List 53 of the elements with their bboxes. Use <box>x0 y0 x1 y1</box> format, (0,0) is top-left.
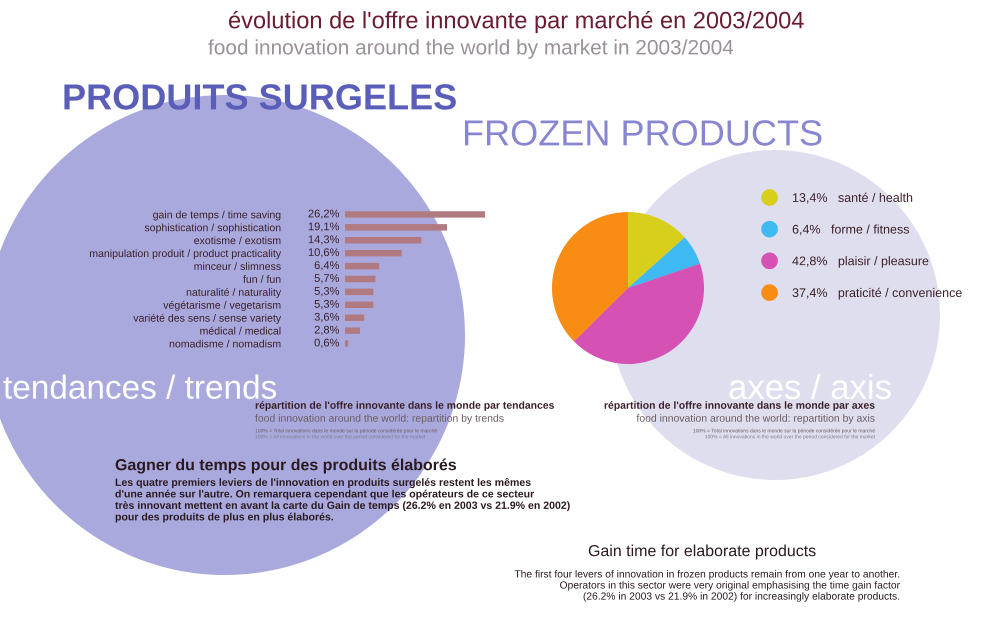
text: Gain time for elaborate products <box>588 544 816 560</box>
y-tick-label: médical / medical <box>200 326 280 335</box>
bar <box>345 314 364 321</box>
y-tick-label: sophistication / sophistication <box>144 224 280 234</box>
y-tick-label: variété des sens / sense variety <box>133 314 282 324</box>
bar <box>345 288 374 296</box>
bar <box>345 327 360 334</box>
y-tick-label: exotisme / exotism <box>194 236 280 244</box>
data-label: 5,7% <box>314 274 340 284</box>
data-label: 2,8% <box>314 326 340 335</box>
text: répartition de l'offre innovante dans le monde par tendances <box>256 401 554 411</box>
legend-label: 37,4% praticité / convenience <box>792 288 962 300</box>
text: Les quatre premiers leviers de l'innovation en produits surgelés restent les mêmes d'une année sur l'autre. On remarquera cependant que les opérateurs de ce secteur très innovant mettent en avant la carte du Gain de temps (26.2% en 2003 vs 21.9% en 2002) pour des produits de plus en plus élaborés. <box>115 478 570 523</box>
bar <box>345 302 374 308</box>
y-tick-label: minceur / slimness <box>194 262 281 270</box>
legend-label: 13,4% santé / health <box>793 192 912 204</box>
text: tendances / trends <box>4 374 276 399</box>
data-label: 10,6% <box>308 248 340 258</box>
text: répartition de l'offre innovante dans le monde par axes <box>604 401 875 411</box>
data-label: 19,1% <box>308 222 340 232</box>
pie-slice <box>574 264 704 364</box>
bar <box>345 276 376 282</box>
chart-title: évolution de l'offre innovante par marché en 2003/2004 <box>229 10 804 34</box>
legend-label: 42,8% plaisir / pleasure <box>792 256 928 268</box>
text: food innovation around the world: repartition by axis <box>636 414 875 424</box>
pie-slice <box>628 237 700 288</box>
pie-slice <box>552 212 628 342</box>
bar <box>345 340 348 347</box>
legend-label: 6,4% forme / fitness <box>792 224 910 236</box>
text: Gagner du temps pour des produits élaborés <box>116 458 456 474</box>
text: PRODUITS SURGELES <box>64 84 456 110</box>
data-label: 5,3% <box>314 287 340 296</box>
data-label: 3,6% <box>314 312 340 322</box>
pie-slice <box>628 212 685 288</box>
data-label: 0,6% <box>314 338 340 348</box>
y-tick-label: végétarisme / vegetarism <box>163 300 280 311</box>
y-tick-label: gain de temps / time saving <box>153 210 280 220</box>
bar <box>345 250 402 256</box>
chart-subtitle: food innovation around the world by market in 2003/2004 <box>208 39 734 59</box>
bar <box>345 211 485 218</box>
y-tick-label: manipulation produit / product practicality <box>90 249 282 260</box>
bar <box>345 237 422 244</box>
text: FROZEN PRODUCTS <box>464 120 822 146</box>
data-label: 14,3% <box>308 235 340 245</box>
data-label: 26,2% <box>308 210 340 219</box>
data-label: 5,3% <box>314 300 340 310</box>
y-tick-label: naturalité / naturality <box>186 288 282 298</box>
y-tick-label: nomadisme / nomadism <box>170 340 280 348</box>
bar <box>345 262 380 270</box>
bar <box>345 224 448 231</box>
y-tick-label: fun / fun <box>243 275 280 283</box>
text: The first four levers of innovation in frozen products remain from one year to another. Operators in this sector were very original emphasising the time gain factor (26.2% in 2003 vs 21.9% in 2002) for increasingly elaborate products. <box>514 570 900 602</box>
data-label: 6,4% <box>314 261 340 270</box>
